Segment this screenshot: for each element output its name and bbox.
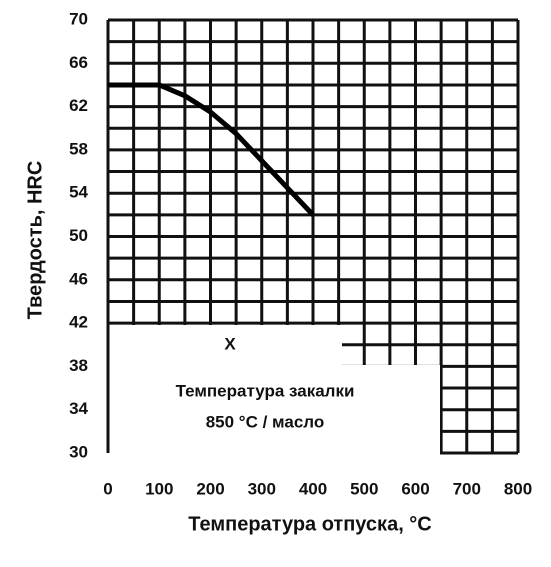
y-tick-label: 34 xyxy=(69,399,88,418)
y-tick-label: 62 xyxy=(69,96,88,115)
y-tick-label: 70 xyxy=(69,9,88,28)
y-tick-label: 38 xyxy=(69,356,88,375)
annotation: X xyxy=(224,334,236,353)
x-tick-label: 0 xyxy=(103,479,112,498)
y-tick-label: 42 xyxy=(69,313,88,332)
annotation: Температура закалки xyxy=(176,381,355,400)
y-tick-label: 50 xyxy=(69,226,88,245)
annotation-box xyxy=(107,325,342,365)
y-tick-label: 54 xyxy=(69,183,88,202)
x-tick-label: 100 xyxy=(145,479,173,498)
x-tick-label: 300 xyxy=(248,479,276,498)
x-axis-label: Температура отпуска, °C xyxy=(188,513,432,535)
x-tick-label: 800 xyxy=(504,479,532,498)
x-tick-label: 400 xyxy=(299,479,327,498)
x-tick-label: 600 xyxy=(401,479,429,498)
x-tick-label: 700 xyxy=(453,479,481,498)
x-tick-label: 200 xyxy=(196,479,224,498)
legend-box xyxy=(107,365,440,455)
y-axis-label: Твердость, HRC xyxy=(24,161,46,320)
line-series xyxy=(108,82,315,217)
y-tick-label: 30 xyxy=(69,442,88,461)
y-tick-label: 66 xyxy=(69,53,88,72)
y-tick-label: 46 xyxy=(69,269,88,288)
annotation: 850 °C / масло xyxy=(206,412,325,431)
x-tick-label: 500 xyxy=(350,479,378,498)
y-tick-label: 58 xyxy=(69,139,88,158)
